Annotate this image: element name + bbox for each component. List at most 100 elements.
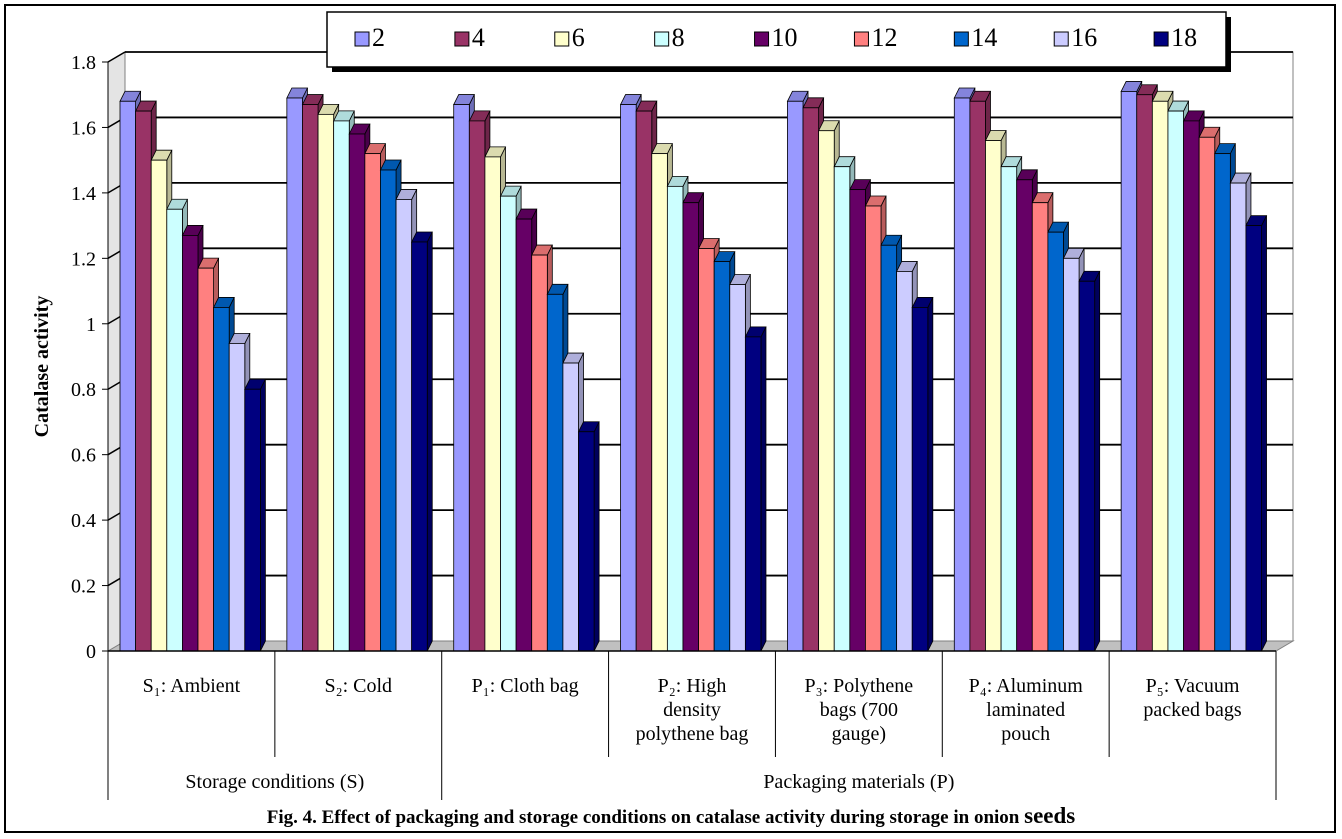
bar-front: [1167, 110, 1184, 652]
legend-swatch: [953, 31, 969, 47]
bar-front: [896, 271, 913, 652]
legend-item: 18: [1153, 23, 1197, 52]
bar-side: [1261, 215, 1267, 652]
y-tick-label: 0.8: [71, 379, 96, 401]
bar-front: [818, 130, 835, 652]
legend-label: 10: [772, 23, 798, 52]
y-tick-label: 1.2: [71, 248, 96, 270]
legend: 2 4 6 8 10 12 14 16 18: [326, 11, 1227, 68]
y-tick-label: 1.6: [71, 117, 96, 139]
bar-front: [1047, 231, 1064, 652]
x-category-label: P₃: Polythene bags (700 gauge): [805, 675, 914, 745]
bar-front: [213, 307, 230, 652]
bar-front: [1120, 91, 1138, 652]
gridline-diagonal: [107, 51, 126, 63]
legend-item: 10: [754, 23, 798, 52]
y-tick-label: 0.6: [71, 445, 96, 467]
bar-front: [1214, 153, 1231, 652]
legend-item: 6: [554, 23, 585, 52]
legend-label: 14: [971, 23, 997, 52]
x-category-label: P₁: Cloth bag: [472, 675, 579, 697]
bar-front: [348, 133, 366, 652]
x-category-label: P₄: Aluminum laminated pouch: [969, 675, 1084, 745]
bar-front: [1078, 280, 1096, 652]
bar-front: [1136, 94, 1153, 652]
legend-label: 2: [372, 23, 385, 52]
x-category-label: P₅: Vacuum packed bags: [1143, 675, 1242, 721]
x-category-label: S₂: Cold: [325, 675, 393, 697]
y-tick-label: 1: [86, 314, 96, 336]
bar-front: [380, 169, 397, 652]
bar-front: [969, 100, 986, 652]
bar-side: [1094, 271, 1101, 652]
legend-item: 16: [1053, 23, 1097, 52]
bar-front: [1198, 136, 1216, 652]
bar-side: [593, 421, 600, 652]
bar-front: [286, 97, 303, 652]
legend-swatch: [454, 31, 470, 47]
figure-caption: Fig. 4. Effect of packaging and storage …: [0, 803, 1342, 829]
legend-swatch: [1053, 31, 1069, 47]
bar-front: [197, 267, 215, 652]
bar-front: [484, 156, 501, 652]
bar-front: [1031, 202, 1049, 652]
bar-front: [333, 120, 350, 652]
bar-front: [119, 100, 137, 652]
bar-18-5: 18: 1.05: [911, 297, 934, 652]
legend-item: 12: [853, 23, 897, 52]
bar-front: [562, 362, 579, 652]
bar-front: [453, 104, 470, 652]
legend-item: 2: [354, 23, 385, 52]
bar-18-2: 18: 1.25: [411, 231, 433, 652]
bar-front: [865, 205, 882, 652]
legend-box: [326, 11, 1227, 68]
bar-18-3: 18: 0.67: [577, 421, 600, 652]
bar-front: [531, 254, 548, 652]
bar-18-7: 18: 1.3: [1245, 215, 1268, 652]
bar-front: [698, 248, 715, 652]
bar-front: [244, 388, 261, 652]
y-tick-label: 0.2: [71, 576, 96, 598]
bar-front: [546, 293, 564, 652]
bar-18-6: 18: 1.13: [1078, 270, 1101, 652]
bar-18-1: 18: 0.8: [244, 378, 267, 652]
bar-front: [1183, 120, 1200, 652]
figure-frame: [4, 4, 1336, 833]
bar-side: [426, 231, 433, 652]
bar-front: [228, 343, 246, 652]
legend-label: 6: [572, 23, 585, 52]
y-axis-label: Catalase activity: [31, 296, 53, 438]
bar-front: [395, 199, 413, 652]
legend-label: 12: [871, 23, 897, 52]
bar-front: [317, 113, 335, 652]
bar-front: [985, 140, 1002, 652]
bar-front: [1229, 182, 1247, 652]
legend-swatch: [754, 31, 770, 47]
bar-front: [682, 202, 699, 652]
bar-front: [578, 431, 595, 652]
bar-front: [515, 218, 533, 652]
bar-front: [1000, 166, 1018, 652]
bar-front: [500, 195, 517, 652]
bar-front: [833, 166, 851, 652]
bar-front: [729, 284, 746, 652]
bar-front: [1016, 179, 1033, 652]
x-group-label: Packaging materials (P): [763, 771, 954, 793]
x-group-label: Storage conditions (S): [185, 771, 364, 793]
x-category-label: P₂: High density polythene bag: [636, 675, 749, 745]
bar-front: [849, 189, 866, 652]
bar-front: [802, 107, 820, 652]
bar-front: [166, 208, 183, 652]
legend-swatch: [1153, 31, 1169, 47]
bar-front: [880, 244, 898, 652]
bar-side: [760, 326, 767, 652]
bar-front: [302, 104, 319, 652]
legend-item: 4: [454, 23, 485, 52]
y-tick-label: 1.8: [71, 52, 96, 74]
bar-front: [713, 261, 731, 652]
bar-front: [620, 104, 637, 652]
bar-front: [150, 159, 168, 652]
legend-swatch: [554, 31, 570, 47]
bar-front: [666, 185, 684, 652]
legend-swatch: [853, 31, 869, 47]
